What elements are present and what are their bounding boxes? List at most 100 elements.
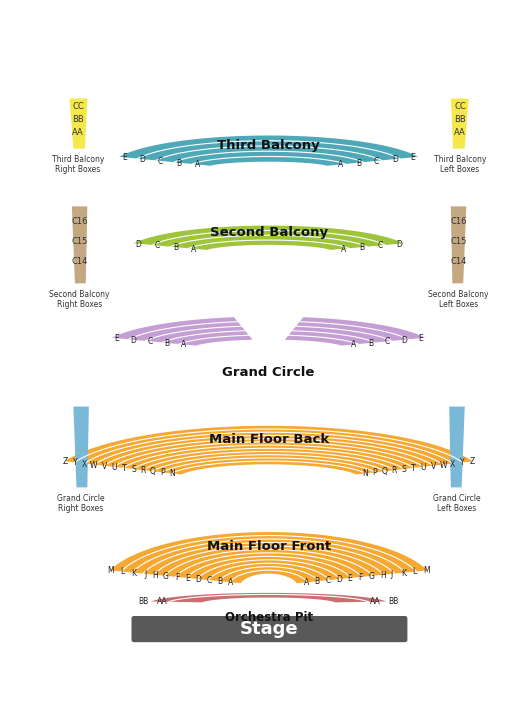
Text: C: C (385, 337, 390, 347)
Text: J: J (144, 570, 146, 579)
Text: D: D (396, 240, 402, 249)
Text: Second Balcony
Right Boxes: Second Balcony Right Boxes (49, 289, 110, 309)
Text: D: D (135, 240, 142, 249)
Text: D: D (392, 155, 398, 164)
Text: A: A (181, 340, 186, 349)
Text: Main Floor Front: Main Floor Front (207, 540, 331, 553)
Text: Third Balcony
Right Boxes: Third Balcony Right Boxes (52, 154, 104, 174)
Text: C14: C14 (450, 257, 467, 266)
Text: Third Balcony
Left Boxes: Third Balcony Left Boxes (434, 154, 486, 174)
Text: C16: C16 (71, 218, 88, 226)
Text: T: T (122, 464, 127, 473)
Text: F: F (358, 573, 362, 582)
Text: Grand Circle: Grand Circle (223, 366, 315, 379)
Text: W: W (440, 460, 448, 470)
Text: AA: AA (370, 597, 381, 606)
Text: Grand Circle
Left Boxes: Grand Circle Left Boxes (433, 494, 481, 513)
Text: N: N (169, 469, 175, 478)
Text: D: D (337, 575, 342, 584)
Text: U: U (111, 463, 117, 472)
Text: A: A (338, 160, 343, 170)
Text: E: E (185, 574, 190, 583)
Text: Orchestra Pit: Orchestra Pit (225, 611, 313, 624)
Text: H: H (152, 571, 158, 580)
Text: G: G (369, 572, 375, 581)
Text: Grand Circle
Right Boxes: Grand Circle Right Boxes (57, 494, 105, 513)
Text: R: R (392, 466, 397, 475)
Text: M: M (108, 566, 114, 576)
Text: BB: BB (454, 115, 466, 124)
Text: D: D (139, 155, 145, 164)
Text: C16: C16 (450, 218, 467, 226)
Text: C: C (154, 241, 160, 250)
Text: C14: C14 (71, 257, 88, 266)
Text: B: B (356, 159, 361, 167)
Text: Q: Q (150, 467, 155, 476)
Polygon shape (451, 99, 469, 149)
Text: H: H (380, 571, 385, 580)
Polygon shape (151, 593, 386, 602)
Text: C: C (374, 157, 379, 166)
Text: Q: Q (382, 467, 388, 476)
Polygon shape (449, 407, 465, 487)
Text: V: V (430, 462, 436, 471)
Text: Stage: Stage (240, 620, 299, 638)
Text: P: P (372, 468, 377, 477)
Polygon shape (285, 317, 425, 346)
Text: N: N (362, 469, 368, 478)
Text: S: S (401, 465, 406, 474)
Text: B: B (360, 243, 364, 252)
Text: C: C (207, 576, 212, 585)
Text: B: B (368, 339, 373, 348)
Text: K: K (402, 568, 406, 578)
Text: D: D (130, 336, 135, 344)
Text: CC: CC (454, 102, 466, 111)
Text: C: C (147, 337, 152, 347)
Text: Second Balcony
Left Boxes: Second Balcony Left Boxes (428, 289, 489, 309)
Text: E: E (347, 574, 352, 583)
Text: C: C (158, 157, 163, 166)
Text: P: P (161, 468, 165, 477)
Text: S: S (131, 465, 136, 474)
Text: E: E (122, 153, 127, 162)
Text: D: D (402, 336, 407, 344)
Text: X: X (450, 460, 455, 468)
Polygon shape (112, 317, 253, 346)
Text: J: J (391, 570, 393, 579)
Text: Z: Z (469, 457, 475, 466)
Text: C15: C15 (450, 237, 467, 247)
Text: Second Balcony: Second Balcony (209, 226, 328, 239)
Text: B: B (176, 159, 182, 167)
Text: AA: AA (72, 128, 84, 137)
Polygon shape (110, 532, 427, 583)
Text: A: A (194, 160, 200, 170)
Polygon shape (134, 225, 403, 250)
Text: A: A (341, 244, 346, 254)
Text: A: A (303, 578, 309, 587)
Text: Main Floor Back: Main Floor Back (208, 433, 329, 446)
Text: AA: AA (454, 128, 466, 137)
Text: C: C (326, 576, 331, 585)
Text: V: V (102, 462, 107, 471)
Text: Y: Y (73, 458, 78, 468)
Text: E: E (114, 334, 119, 343)
Text: X: X (82, 460, 88, 468)
Text: Z: Z (63, 457, 68, 466)
Text: AA: AA (156, 597, 167, 606)
Text: C15: C15 (71, 237, 88, 247)
Text: Third Balcony: Third Balcony (217, 139, 320, 152)
Text: Y: Y (459, 458, 464, 468)
Text: CC: CC (72, 102, 84, 111)
Text: BB: BB (139, 597, 149, 606)
Text: A: A (228, 578, 234, 587)
Text: T: T (411, 464, 416, 473)
Text: B: B (314, 577, 320, 586)
Polygon shape (69, 99, 87, 149)
Text: U: U (421, 463, 426, 472)
Text: K: K (131, 568, 136, 578)
Polygon shape (119, 136, 418, 166)
Text: BB: BB (72, 115, 84, 124)
Text: C: C (377, 241, 383, 250)
Text: W: W (90, 460, 97, 470)
Text: B: B (164, 339, 169, 348)
